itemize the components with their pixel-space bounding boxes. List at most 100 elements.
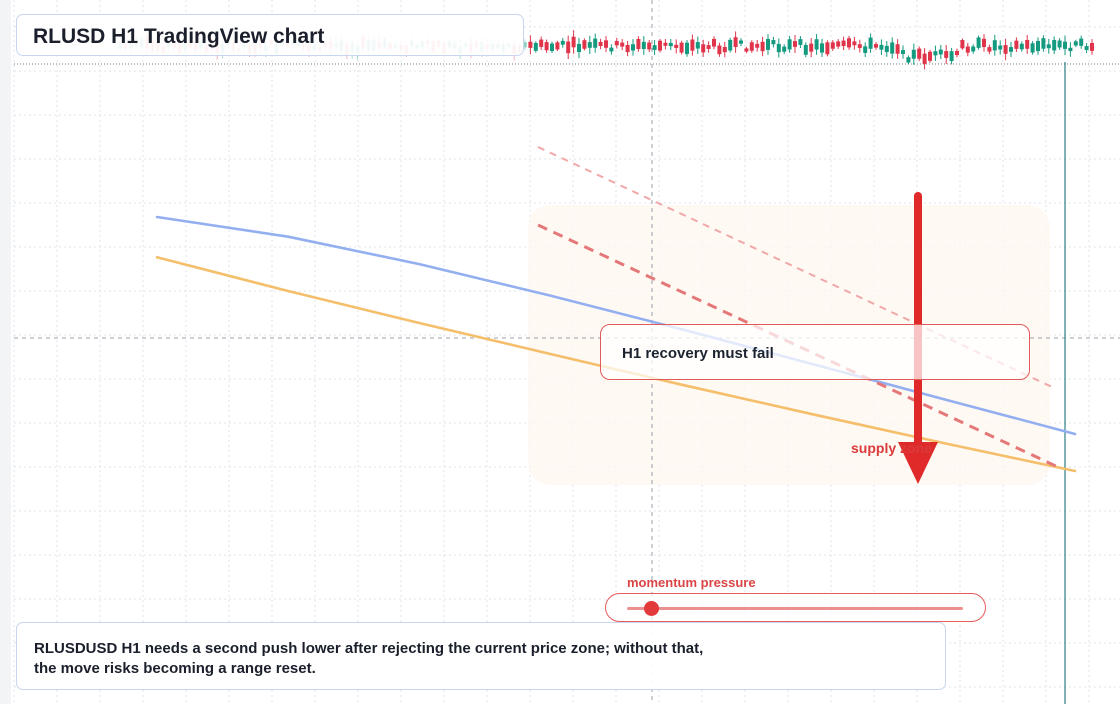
candle-body bbox=[544, 42, 549, 51]
candle-body bbox=[1009, 47, 1013, 52]
candle-body bbox=[830, 42, 835, 49]
candle-body bbox=[884, 45, 889, 53]
candle-body bbox=[771, 40, 776, 45]
recovery-callout-text: H1 recovery must fail bbox=[622, 345, 774, 362]
momentum-track bbox=[627, 607, 963, 610]
candle-body bbox=[1057, 40, 1062, 48]
candle-body bbox=[841, 40, 846, 47]
candle-body bbox=[555, 42, 560, 50]
candle-body bbox=[614, 40, 619, 46]
candle-body bbox=[1030, 43, 1035, 53]
chart-title-panel: RLUSD H1 TradingView chart bbox=[16, 14, 524, 56]
candle-body bbox=[976, 37, 981, 48]
candle-body bbox=[971, 46, 976, 52]
candle-body bbox=[1025, 39, 1030, 49]
candle-body bbox=[917, 48, 922, 59]
recovery-callout: H1 recovery must fail bbox=[600, 324, 1030, 380]
candle-body bbox=[938, 49, 943, 55]
candle-body bbox=[539, 39, 544, 47]
candle-body bbox=[982, 38, 986, 48]
candle-body bbox=[1068, 47, 1073, 52]
candle-body bbox=[928, 51, 932, 61]
candle-body bbox=[814, 39, 819, 50]
momentum-label: momentum pressure bbox=[627, 575, 756, 590]
candle-body bbox=[911, 49, 916, 59]
candle-body bbox=[782, 46, 787, 52]
analysis-note-line-1: RLUSDUSD H1 needs a second push lower af… bbox=[34, 640, 704, 657]
candle-body bbox=[571, 36, 576, 48]
candle-body bbox=[825, 42, 830, 55]
candle-body bbox=[722, 47, 727, 53]
candle-body bbox=[593, 38, 598, 48]
candle-body bbox=[798, 39, 803, 45]
analysis-note: RLUSDUSD H1 needs a second push lower af… bbox=[16, 622, 946, 690]
candle-body bbox=[679, 42, 684, 53]
candle-body bbox=[701, 44, 706, 53]
candle-body bbox=[528, 41, 533, 48]
candle-body bbox=[955, 50, 959, 56]
candle-body bbox=[1073, 41, 1078, 46]
candle-body bbox=[787, 39, 792, 50]
candle-body bbox=[1003, 45, 1008, 54]
candle-body bbox=[1036, 40, 1040, 52]
candle-body bbox=[933, 51, 938, 56]
candle-body bbox=[728, 39, 733, 51]
series-line-blue bbox=[155, 215, 1077, 436]
candle-body bbox=[685, 42, 689, 55]
candle-body bbox=[901, 50, 905, 54]
momentum-slider[interactable] bbox=[605, 593, 986, 622]
candle-body bbox=[760, 41, 765, 52]
candle-body bbox=[609, 47, 614, 52]
candle-body bbox=[776, 43, 781, 53]
candle-body bbox=[566, 41, 571, 54]
candle-body bbox=[1041, 38, 1046, 49]
candle-body bbox=[631, 44, 635, 51]
candle-body bbox=[577, 43, 581, 53]
candle-body bbox=[766, 38, 770, 50]
candle-body bbox=[1019, 43, 1024, 50]
chart-title: RLUSD H1 TradingView chart bbox=[33, 25, 325, 48]
candle-body bbox=[739, 40, 743, 44]
candle-body bbox=[641, 41, 646, 50]
candle-body bbox=[706, 45, 711, 49]
candle-body bbox=[960, 40, 965, 49]
left-edge-strip bbox=[0, 0, 11, 704]
candle-body bbox=[857, 44, 862, 48]
candle-body bbox=[625, 44, 630, 53]
candle-body bbox=[906, 57, 911, 63]
candle-body bbox=[620, 42, 625, 47]
candle-body bbox=[690, 39, 695, 51]
candle-body bbox=[674, 44, 679, 48]
candle-body bbox=[1063, 41, 1067, 49]
candle-body bbox=[847, 38, 851, 48]
candle-body bbox=[598, 41, 603, 47]
candle-body bbox=[587, 42, 592, 48]
candle-body bbox=[658, 40, 662, 51]
analysis-note-line-2: the move risks becoming a range reset. bbox=[34, 660, 316, 677]
candle-body bbox=[949, 51, 954, 62]
candle-body bbox=[647, 42, 652, 50]
candle-body bbox=[712, 38, 716, 47]
candle-body bbox=[663, 42, 668, 46]
projection-line-lower bbox=[537, 223, 1059, 469]
candle-body bbox=[868, 37, 873, 49]
candle-body bbox=[863, 46, 868, 53]
candle-body bbox=[820, 43, 824, 53]
candle-body bbox=[965, 46, 970, 53]
candle-body bbox=[803, 44, 808, 55]
candle-body bbox=[874, 44, 878, 48]
candle-body bbox=[604, 40, 608, 48]
candle-body bbox=[895, 44, 900, 54]
candle-body bbox=[879, 44, 884, 50]
candle-body bbox=[560, 40, 565, 45]
candle-body bbox=[652, 45, 657, 50]
candle-body bbox=[523, 42, 527, 48]
candle-body bbox=[992, 40, 997, 51]
momentum-knob[interactable] bbox=[643, 601, 659, 616]
candle-body bbox=[1046, 44, 1051, 49]
candle-body bbox=[944, 51, 949, 58]
candle-body bbox=[987, 47, 992, 52]
candle-body bbox=[1014, 40, 1019, 49]
candle-body bbox=[1090, 43, 1094, 51]
candle-body bbox=[1052, 40, 1057, 51]
